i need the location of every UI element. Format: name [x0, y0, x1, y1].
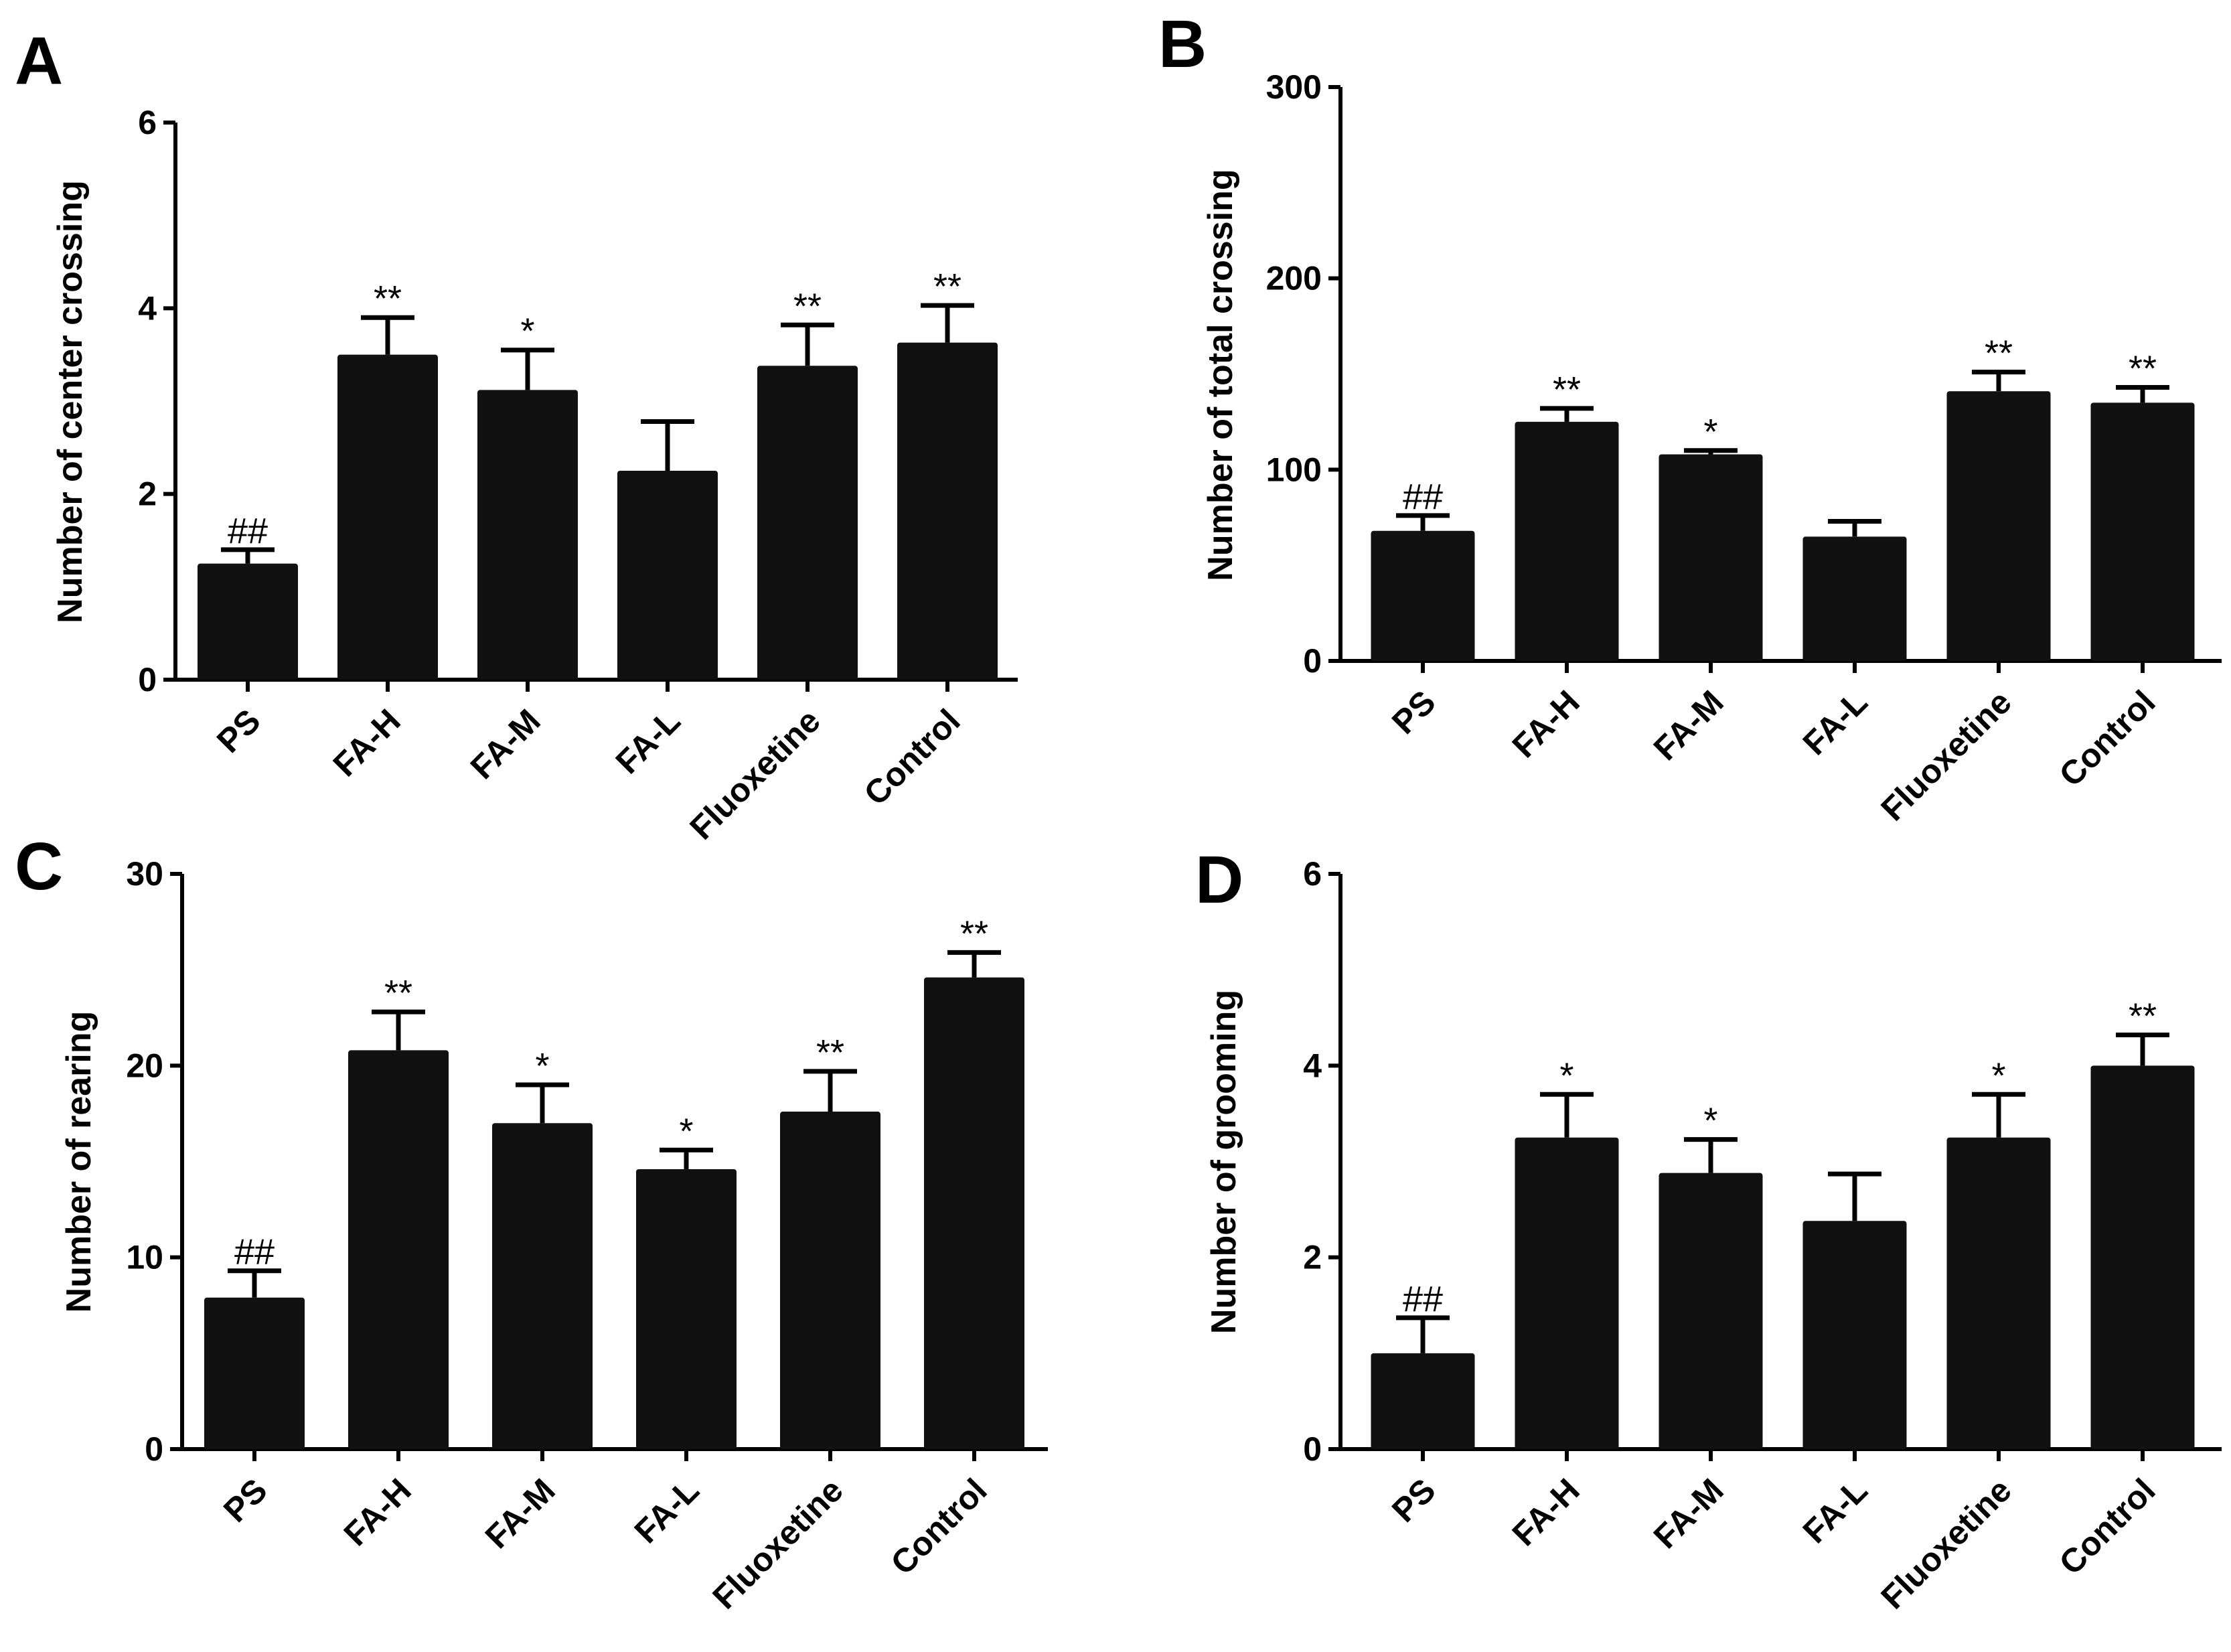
y-tick-label: 6: [1303, 855, 1322, 893]
x-category-label: Control: [884, 1471, 994, 1582]
x-category-label: PS: [1385, 1471, 1443, 1529]
x-category-label: FA-H: [326, 702, 408, 783]
chart-panel-a: A Number of center crossing 0 2 4 6 ## PS ** FA-H…: [15, 23, 1018, 847]
bar-fluoxetine: [757, 366, 858, 680]
x-category-label: Control: [857, 702, 968, 812]
chart-panel-b: B Number of total crossing 0 100 200 300 ## PS *…: [1158, 7, 2222, 828]
bar-ps: [204, 1297, 305, 1449]
x-category-label: PS: [210, 702, 268, 760]
y-tick-label: 10: [126, 1239, 163, 1276]
y-tick-label: 300: [1266, 68, 1322, 106]
significance-label: **: [960, 913, 988, 954]
bar-fa-h: [1515, 1137, 1619, 1449]
y-tick-label: 30: [126, 855, 163, 893]
y-tick-label: 0: [138, 661, 157, 698]
bar-fa-l: [1802, 536, 1907, 661]
x-category-label: FA-M: [478, 1471, 562, 1556]
significance-label: **: [933, 267, 961, 307]
y-tick-label: 6: [138, 104, 157, 141]
bar-fa-l: [617, 471, 718, 680]
x-category-label: FA-H: [1505, 683, 1587, 765]
bar-fa-m: [492, 1123, 593, 1449]
significance-label: *: [520, 311, 534, 352]
x-category-label: FA-H: [337, 1471, 418, 1553]
significance-label: *: [1703, 412, 1717, 452]
bar-control: [2090, 1065, 2195, 1449]
panel-letter: A: [15, 23, 63, 98]
x-category-label: Control: [2052, 683, 2163, 794]
y-axis-label: Number of total crossing: [1201, 169, 1240, 581]
significance-label: *: [1703, 1101, 1717, 1141]
x-category-label: PS: [216, 1471, 275, 1529]
significance-label: ##: [1403, 1279, 1443, 1319]
chart-panel-c: C Number of rearing 0 10 20 30 ## PS ** FA-H * FA-M…: [15, 829, 1048, 1617]
y-tick-label: 0: [145, 1430, 163, 1468]
x-category-label: FA-M: [1646, 683, 1731, 767]
y-tick-label: 4: [1303, 1047, 1322, 1084]
bar-fa-m: [1659, 1173, 1763, 1449]
bar-control: [2090, 402, 2195, 661]
bar-fa-m: [1659, 454, 1763, 661]
significance-label: ##: [228, 511, 268, 551]
significance-label: *: [535, 1046, 549, 1086]
bar-ps: [1371, 1353, 1475, 1449]
bar-fa-m: [477, 390, 578, 680]
y-tick-label: 2: [1303, 1239, 1322, 1276]
significance-label: **: [1985, 333, 2013, 374]
bar-fa-h: [1515, 421, 1619, 661]
y-tick-label: 20: [126, 1047, 163, 1084]
significance-label: ##: [234, 1232, 275, 1272]
panel-letter: D: [1195, 842, 1243, 917]
y-tick-label: 0: [1303, 1430, 1322, 1468]
panel-letter: C: [15, 829, 63, 904]
bar-fa-h: [348, 1050, 449, 1449]
x-category-label: FA-L: [609, 702, 688, 781]
panel-letter: B: [1158, 7, 1207, 82]
significance-label: *: [1559, 1055, 1573, 1096]
x-category-label: Control: [2052, 1471, 2163, 1582]
bar-fluoxetine: [1946, 391, 2051, 661]
y-tick-label: 200: [1266, 260, 1322, 297]
x-category-label: FA-M: [1646, 1471, 1731, 1556]
y-axis-label: Number of grooming: [1205, 990, 1243, 1334]
bar-control: [897, 342, 998, 680]
significance-label: *: [679, 1111, 693, 1151]
x-category-label: FA-L: [1796, 683, 1875, 762]
significance-label: **: [384, 973, 412, 1013]
bar-fa-l: [1802, 1221, 1907, 1449]
chart-panel-d: D Number of grooming 0 2 4 6 ## PS * FA-H * FA-M FA-…: [1195, 842, 2222, 1617]
bar-control: [924, 977, 1024, 1449]
bar-ps: [1371, 530, 1475, 661]
significance-label: **: [374, 279, 402, 319]
y-axis-label: Number of center crossing: [51, 180, 90, 623]
x-category-label: Fluoxetine: [1873, 683, 2018, 828]
x-category-label: FA-M: [463, 702, 548, 786]
significance-label: *: [1991, 1055, 2005, 1096]
bar-fluoxetine: [1946, 1137, 2051, 1449]
significance-label: **: [2129, 996, 2157, 1037]
bar-fluoxetine: [780, 1112, 880, 1449]
y-tick-label: 4: [138, 289, 157, 327]
x-category-label: FA-L: [1796, 1471, 1875, 1550]
significance-label: **: [1553, 370, 1581, 410]
significance-label: **: [2129, 348, 2157, 388]
y-axis-label: Number of rearing: [60, 1011, 98, 1313]
significance-label: **: [816, 1033, 844, 1073]
bar-ps: [198, 563, 298, 680]
x-category-label: PS: [1385, 683, 1443, 741]
x-category-label: Fluoxetine: [682, 702, 827, 846]
y-tick-label: 2: [138, 475, 157, 513]
x-category-label: Fluoxetine: [705, 1471, 850, 1616]
y-tick-label: 0: [1303, 642, 1322, 680]
x-category-label: Fluoxetine: [1873, 1471, 2018, 1616]
y-tick-label: 100: [1266, 451, 1322, 488]
bar-fa-h: [337, 354, 438, 680]
significance-label: **: [793, 286, 822, 326]
x-category-label: FA-L: [627, 1471, 706, 1550]
significance-label: ##: [1403, 477, 1443, 517]
x-category-label: FA-H: [1505, 1471, 1587, 1553]
bar-fa-l: [636, 1169, 737, 1449]
